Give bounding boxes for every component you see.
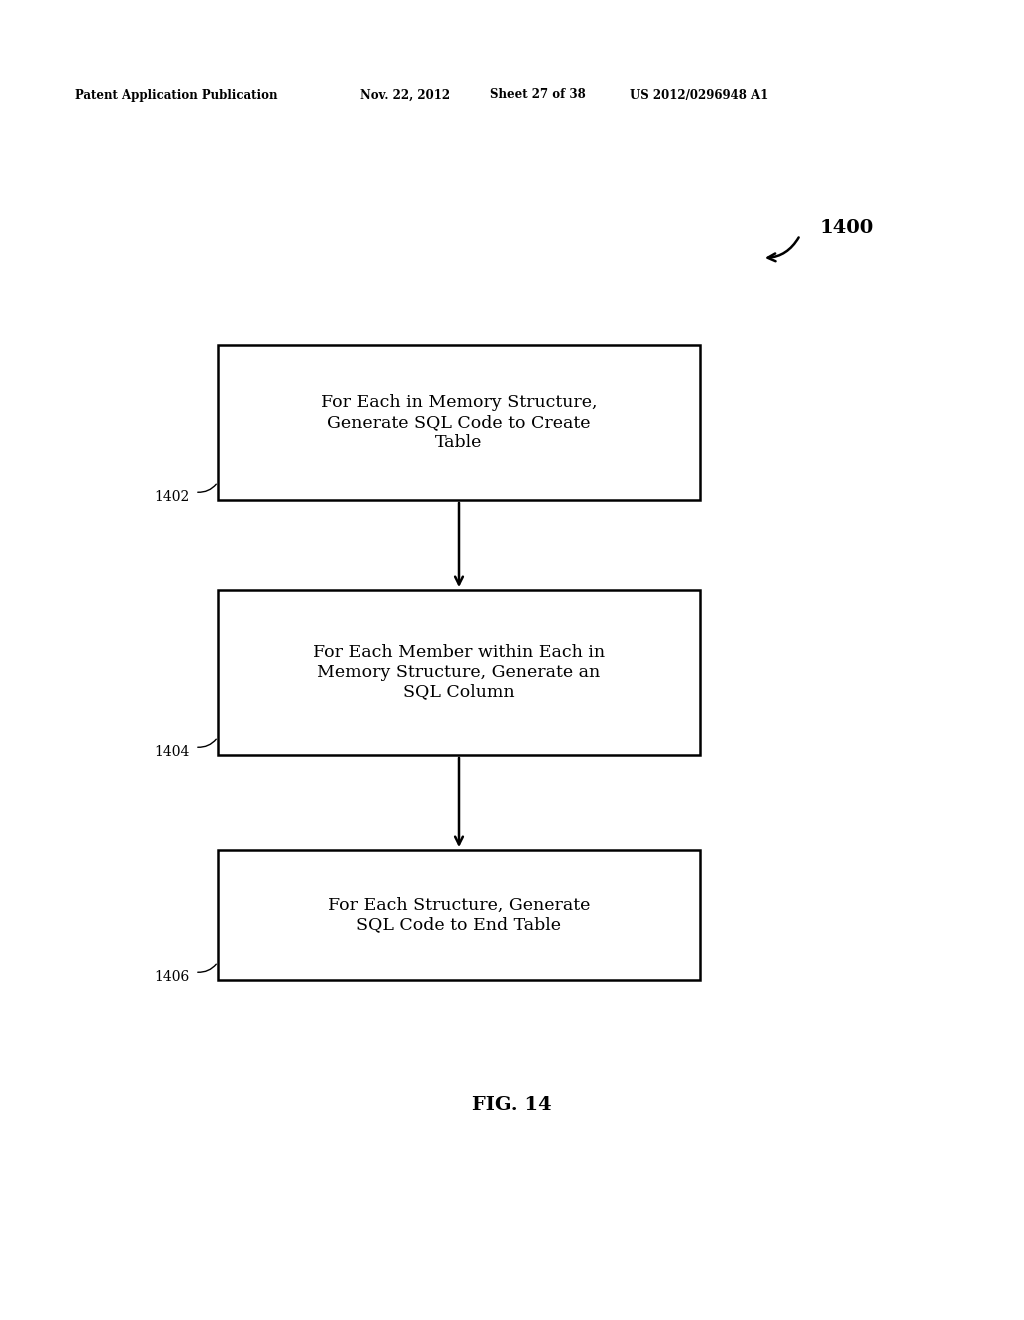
- Text: For Each Structure, Generate
SQL Code to End Table: For Each Structure, Generate SQL Code to…: [328, 896, 590, 933]
- Text: 1402: 1402: [155, 490, 190, 504]
- Text: Sheet 27 of 38: Sheet 27 of 38: [490, 88, 586, 102]
- Bar: [218, 345, 700, 500]
- Bar: [218, 590, 700, 755]
- Text: 1400: 1400: [820, 219, 874, 238]
- Text: Nov. 22, 2012: Nov. 22, 2012: [360, 88, 451, 102]
- Text: US 2012/0296948 A1: US 2012/0296948 A1: [630, 88, 768, 102]
- Text: Patent Application Publication: Patent Application Publication: [75, 88, 278, 102]
- Text: For Each Member within Each in
Memory Structure, Generate an
SQL Column: For Each Member within Each in Memory St…: [313, 644, 605, 701]
- Bar: [218, 850, 700, 979]
- Text: 1404: 1404: [155, 744, 190, 759]
- Text: FIG. 14: FIG. 14: [472, 1096, 552, 1114]
- Text: 1406: 1406: [155, 970, 190, 983]
- Text: For Each in Memory Structure,
Generate SQL Code to Create
Table: For Each in Memory Structure, Generate S…: [321, 395, 597, 450]
